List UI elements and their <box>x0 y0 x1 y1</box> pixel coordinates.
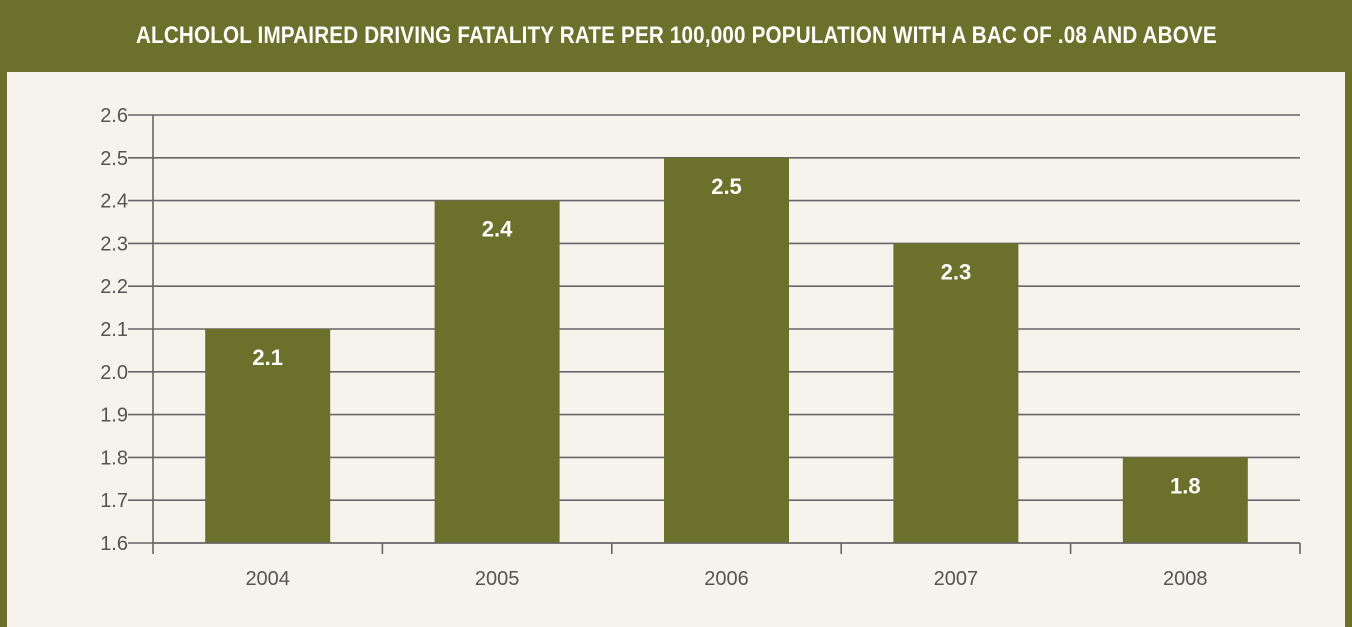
title-bar: ALCHOLOL IMPAIRED DRIVING FATALITY RATE … <box>0 0 1352 72</box>
y-tick-label: 2.2 <box>100 276 128 298</box>
x-tick-label: 2007 <box>934 568 979 590</box>
bar-value-label: 2.3 <box>941 259 972 284</box>
bar-value-label: 1.8 <box>1170 473 1201 498</box>
x-tick-label: 2004 <box>245 568 290 590</box>
bar-value-label: 2.4 <box>482 217 513 242</box>
y-tick-label: 2.0 <box>100 362 128 384</box>
y-axis: 1.6 1.7 1.8 1.9 2.0 2.1 2.2 2.3 2.4 2.5 2.6 <box>100 105 154 555</box>
y-tick-label: 2.1 <box>100 319 128 341</box>
chart-title: ALCHOLOL IMPAIRED DRIVING FATALITY RATE … <box>135 22 1217 49</box>
bar-2004 <box>205 329 331 543</box>
y-tick-label: 2.6 <box>100 105 128 127</box>
y-tick-label: 2.3 <box>100 233 128 255</box>
bars: 2.1 2.4 2.5 2.3 1.8 <box>205 157 1248 544</box>
y-tick-label: 1.7 <box>100 490 128 512</box>
x-tick-label: 2005 <box>475 568 520 590</box>
bar-value-label: 2.5 <box>711 174 742 199</box>
bar-2008 <box>1122 457 1248 543</box>
y-tick-label: 1.6 <box>100 533 128 555</box>
y-tick-label: 2.4 <box>100 191 128 213</box>
bar-2007 <box>893 243 1019 543</box>
x-tick-label: 2006 <box>704 568 749 590</box>
x-tick-label: 2008 <box>1163 568 1208 590</box>
bar-2006 <box>664 157 789 544</box>
bar-value-label: 2.1 <box>252 345 283 370</box>
y-tick-label: 2.5 <box>100 148 128 170</box>
y-tick-label: 1.8 <box>100 447 128 469</box>
y-tick-label: 1.9 <box>100 405 128 427</box>
bar-2005 <box>434 200 560 543</box>
x-axis: 2004 2005 2006 2007 2008 <box>152 542 1301 590</box>
